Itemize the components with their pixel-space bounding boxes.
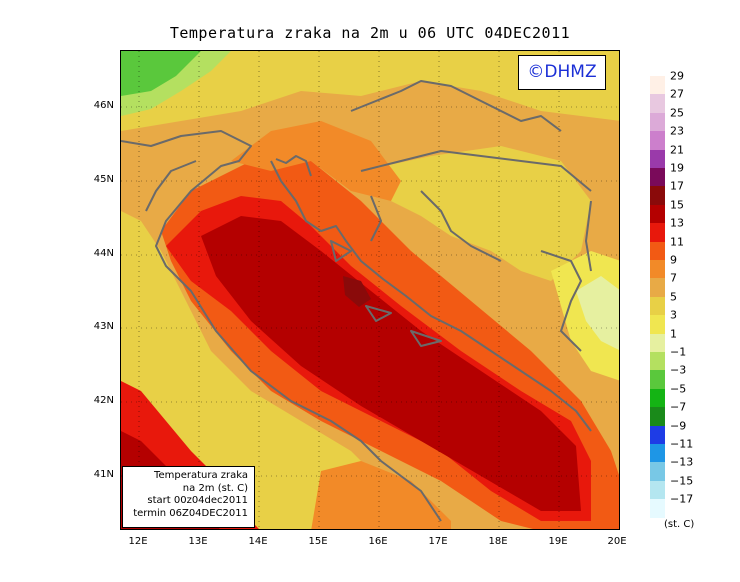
legend-label: 21 (670, 143, 684, 157)
legend-swatch (650, 260, 665, 279)
legend-swatch (650, 149, 665, 169)
dhmz-copyright-logo: ©DHMZ (518, 55, 606, 90)
info-line-termin: termin 06Z04DEC2011 (133, 507, 248, 519)
lon-label-14e: 14E (248, 536, 268, 547)
legend-label: −5 (670, 382, 687, 396)
lat-label-45n: 45N (93, 174, 114, 185)
legend-swatch (650, 425, 665, 445)
legend-label: −15 (670, 474, 694, 488)
legend-label: 11 (670, 235, 684, 249)
lon-label-19e: 19E (548, 536, 568, 547)
legend-swatch (650, 370, 665, 390)
lon-label-12e: 12E (128, 536, 148, 547)
legend-label: −11 (670, 437, 694, 451)
lon-label-15e: 15E (308, 536, 328, 547)
legend-swatch (650, 241, 665, 261)
legend-label: −9 (670, 419, 687, 433)
legend-swatch (650, 352, 665, 371)
legend-swatch (650, 112, 665, 132)
legend-label: 5 (670, 290, 677, 304)
legend-swatch (650, 407, 665, 427)
lat-label-42n: 42N (93, 395, 114, 406)
coastlines (121, 80, 592, 522)
legend-label: 15 (670, 198, 684, 212)
legend-label: 19 (670, 161, 684, 175)
legend-swatch (650, 333, 665, 353)
region-east-lightgreen (576, 276, 619, 350)
lon-label-20e: 20E (607, 536, 627, 547)
legend-label: 7 (670, 271, 677, 285)
legend-swatch (650, 223, 665, 243)
legend-label: 9 (670, 253, 677, 267)
region-north-yellow (121, 51, 619, 131)
legend-swatch (650, 186, 665, 206)
legend-label: −3 (670, 363, 687, 377)
map-title: Temperatura zraka na 2m u 06 UTC 04DEC20… (169, 24, 571, 42)
lon-label-17e: 17E (428, 536, 448, 547)
lat-label-43n: 43N (93, 321, 114, 332)
region-south-orange (311, 461, 451, 529)
legend-swatch (650, 204, 665, 224)
legend-label: 13 (670, 216, 684, 230)
legend-swatch (650, 94, 665, 114)
region-sea-darkest (343, 276, 371, 307)
legend-swatch (650, 278, 665, 298)
region-italy-yellow (121, 211, 449, 529)
legend-swatch (650, 499, 665, 519)
lat-label-44n: 44N (93, 248, 114, 259)
legend-swatch (650, 388, 665, 408)
legend-swatch (650, 444, 665, 463)
legend-label: 29 (670, 69, 684, 83)
lat-label-41n: 41N (93, 469, 114, 480)
legend-label: −7 (670, 400, 687, 414)
grid-lines (121, 51, 619, 529)
legend-swatch (650, 131, 665, 151)
legend-label: 25 (670, 106, 684, 120)
legend-swatch (650, 296, 665, 316)
info-line-units: na 2m (st. C) (182, 482, 248, 494)
region-nw-green (121, 51, 201, 101)
region-coast-midorange (231, 121, 401, 201)
info-line-title: Temperatura zraka (154, 470, 248, 481)
legend-label: 23 (670, 124, 684, 138)
legend-label: −13 (670, 455, 694, 469)
lon-label-18e: 18E (488, 536, 508, 547)
region-sea-core (201, 216, 581, 511)
legend-swatch (650, 480, 665, 500)
legend-swatch (650, 315, 665, 335)
region-inland-yellow (361, 146, 591, 281)
lat-label-46n: 46N (93, 100, 114, 111)
legend-swatch (650, 76, 665, 95)
lon-label-16e: 16E (368, 536, 388, 547)
map-info-box: Temperatura zraka na 2m (st. C) start 00… (122, 466, 255, 528)
legend-label: 1 (670, 327, 677, 341)
legend-swatch (650, 462, 665, 482)
region-nw-green-light (121, 51, 231, 116)
lon-label-13e: 13E (188, 536, 208, 547)
legend-label: 17 (670, 179, 684, 193)
legend-label: −17 (670, 492, 694, 506)
temperature-map (120, 50, 620, 530)
legend-unit: (st. C) (664, 519, 695, 530)
legend-swatch (650, 168, 665, 187)
info-line-start: start 00z04dec2011 (147, 495, 248, 506)
legend-label: 3 (670, 308, 677, 322)
legend-label: −1 (670, 345, 687, 359)
legend-label: 27 (670, 87, 684, 101)
